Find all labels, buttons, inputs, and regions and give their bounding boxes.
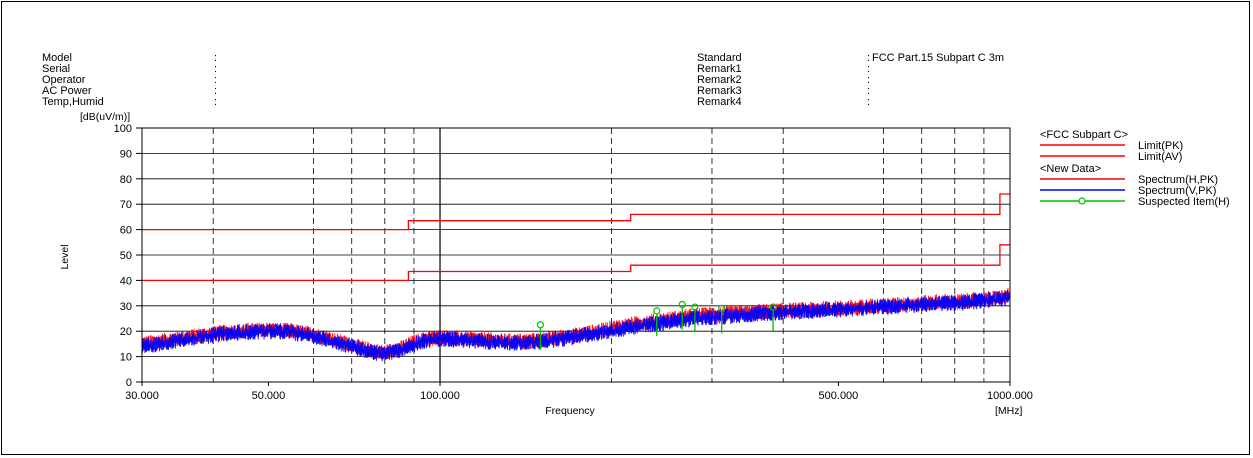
header-separator: :	[867, 74, 871, 86]
y-tick-label: 100	[114, 123, 132, 135]
header-separator: :	[214, 96, 218, 108]
y-unit-label: [dB(uV/m)]	[80, 111, 130, 123]
header-label: Remark3	[697, 85, 742, 97]
spectrum-trace	[141, 287, 1011, 361]
suspected-item-marker	[653, 307, 661, 315]
x-tick-label: 50.000	[252, 390, 286, 402]
legend: <FCC Subpart C> <New Data> Limit(PK)Limit(…	[1040, 129, 1230, 208]
suspected-item-marker	[536, 321, 544, 329]
legend-label: Limit(PK)	[1138, 140, 1183, 152]
suspected-item-marker	[718, 304, 726, 312]
x-tick-label: 30.000	[125, 390, 159, 402]
plot-border	[141, 127, 1011, 383]
header-separator: :	[214, 85, 218, 97]
y-tick-label: 0	[126, 377, 132, 389]
y-axis-title: Level	[59, 244, 71, 269]
suspected-item-marker	[678, 300, 686, 309]
y-tick-label: 40	[120, 275, 132, 287]
header-label: Operator	[42, 74, 86, 86]
header-separator: :	[214, 52, 218, 64]
y-tick-label: 90	[120, 148, 132, 160]
legend-label: Suspected Item(H)	[1138, 196, 1230, 208]
header-label: Remark4	[697, 96, 742, 108]
legend-label: Spectrum(H,PK)	[1138, 174, 1218, 186]
y-tick-label: 20	[120, 326, 132, 338]
limit-line	[142, 193, 1010, 231]
x-axis-title: Frequency	[545, 405, 595, 417]
x-tick-label: 500.000	[819, 390, 859, 402]
header-label: Temp,Humid	[42, 96, 104, 108]
header-label: Serial	[42, 63, 71, 75]
axes: 0 10 20 30 40 50 60 70 80 90 100 30.000 50.000 100.00…	[114, 123, 1033, 402]
y-tick-label: 30	[120, 301, 132, 313]
header-label: Model	[42, 52, 72, 64]
series-layer	[141, 193, 1011, 362]
header-separator: :	[867, 85, 871, 97]
y-tick-label: 50	[120, 250, 132, 262]
header-separator: :	[214, 63, 218, 75]
legend-label: Spectrum(V,PK)	[1138, 185, 1216, 197]
header-label: Remark2	[697, 74, 742, 86]
spectrum-trace	[141, 289, 1011, 362]
header-label: Remark1	[697, 63, 742, 75]
legend-group-title: <New Data>	[1040, 163, 1101, 175]
grid	[142, 127, 1010, 383]
header-separator: :	[867, 96, 871, 108]
y-tick-label: 70	[120, 199, 132, 211]
legend-label: Limit(AV)	[1138, 151, 1182, 163]
y-tick-label: 80	[120, 174, 132, 186]
suspected-item-marker	[769, 303, 777, 311]
header-separator: :	[867, 52, 871, 64]
limit-line	[142, 244, 1010, 282]
header-label: Standard	[697, 52, 742, 64]
y-tick-label: 10	[120, 352, 132, 364]
header-value: FCC Part.15 Subpart C 3m	[872, 52, 1005, 64]
header-separator: :	[867, 63, 871, 75]
x-tick-label: 100.000	[420, 390, 460, 402]
x-tick-label: 1000.000	[987, 390, 1033, 402]
y-tick-label: 60	[120, 225, 132, 237]
x-unit-label: [MHz]	[995, 405, 1022, 417]
header-separator: :	[214, 74, 218, 86]
header-label: AC Power	[42, 85, 92, 97]
suspected-item-marker	[691, 303, 699, 311]
legend-marker	[1078, 197, 1086, 205]
legend-group-title: <FCC Subpart C>	[1040, 129, 1128, 141]
